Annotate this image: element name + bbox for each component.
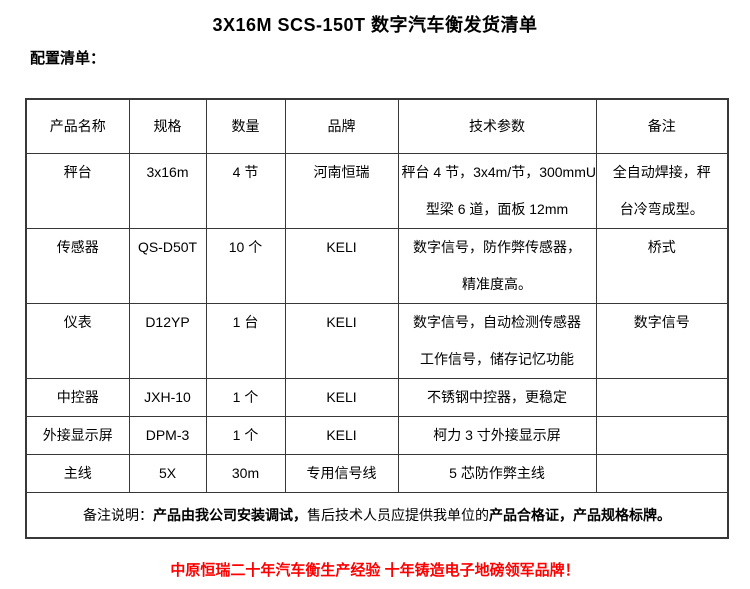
cell-spec: 3x16m [128,153,207,229]
table-row-external-display: 外接显示屏 DPM-3 1 个 KELI 柯力 3 寸外接显示屏 [25,416,729,455]
cell-brand: KELI [284,228,399,304]
col-header-qty: 数量 [205,98,286,154]
remark-text: 备注说明：产品由我公司安装调试，售后技术人员应提供我单位的产品合格证，产品规格标… [25,492,729,539]
remark-segment: 产品合格证， [489,507,573,523]
col-header-note: 备注 [595,98,729,154]
col-header-product-name: 产品名称 [25,98,130,154]
cell-spec: D12YP [128,303,207,379]
cell-spec: QS-D50T [128,228,207,304]
cell-qty: 10 个 [205,228,286,304]
cell-brand: KELI [284,303,399,379]
cell-tech-params: 5 芯防作弊主线 [397,454,597,493]
remark-segment: 产品由我公司安装调试， [153,507,307,523]
table-row-main-cable: 主线 5X 30m 专用信号线 5 芯防作弊主线 [25,454,729,493]
cell-qty: 1 台 [205,303,286,379]
col-header-spec: 规格 [128,98,207,154]
remark-segment: 售后技术人员应提供我单位的 [307,507,489,523]
cell-product-name: 中控器 [25,378,130,417]
table-row-load-cell: 传感器 QS-D50T 10 个 KELI 数字信号，防作弊传感器， 精准度高。… [25,228,729,304]
cell-product-name: 传感器 [25,228,130,304]
cell-note: 全自动焊接，秤 台冷弯成型。 [595,153,729,229]
cell-product-name: 仪表 [25,303,130,379]
cell-note [595,378,729,417]
remark-label: 备注说明： [83,507,153,523]
table-remark-row: 备注说明：产品由我公司安装调试，售后技术人员应提供我单位的产品合格证，产品规格标… [25,492,729,539]
page-title: 3X16M SCS-150T 数字汽车衡发货清单 [212,15,538,35]
cell-note [595,454,729,493]
cell-brand: KELI [284,378,399,417]
col-header-tech-params: 技术参数 [397,98,597,154]
cell-tech-params: 柯力 3 寸外接显示屏 [397,416,597,455]
cell-product-name: 秤台 [25,153,130,229]
cell-qty: 30m [205,454,286,493]
table-row-junction-box: 中控器 JXH-10 1 个 KELI 不锈钢中控器，更稳定 [25,378,729,417]
cell-qty: 4 节 [205,153,286,229]
cell-product-name: 主线 [25,454,130,493]
cell-note: 桥式 [595,228,729,304]
cell-tech-params: 数字信号，防作弊传感器， 精准度高。 [397,228,597,304]
cell-brand: 河南恒瑞 [284,153,399,229]
cell-qty: 1 个 [205,416,286,455]
shipping-list-table: 产品名称 规格 数量 品牌 技术参数 备注 秤台 3x16m 4 节 河南恒瑞 … [25,98,729,539]
table-row-indicator: 仪表 D12YP 1 台 KELI 数字信号，自动检测传感器 工作信号，储存记忆… [25,303,729,379]
cell-note [595,416,729,455]
cell-brand: 专用信号线 [284,454,399,493]
section-label-config-list: 配置清单： [30,50,106,67]
cell-tech-params: 秤台 4 节，3x4m/节，300mmU 型梁 6 道，面板 12mm [397,153,597,229]
table-header-row: 产品名称 规格 数量 品牌 技术参数 备注 [25,98,729,154]
cell-spec: 5X [128,454,207,493]
cell-spec: DPM-3 [128,416,207,455]
table-row-scale-platform: 秤台 3x16m 4 节 河南恒瑞 秤台 4 节，3x4m/节，300mmU 型… [25,153,729,229]
cell-tech-params: 数字信号，自动检测传感器 工作信号，储存记忆功能 [397,303,597,379]
cell-note: 数字信号 [595,303,729,379]
col-header-brand: 品牌 [284,98,399,154]
cell-brand: KELI [284,416,399,455]
footer-slogan: 中原恒瑞二十年汽车衡生产经验 十年铸造电子地磅领军品牌！ [170,562,580,579]
cell-tech-params: 不锈钢中控器，更稳定 [397,378,597,417]
cell-spec: JXH-10 [128,378,207,417]
remark-segment: 产品规格标牌。 [573,507,671,523]
cell-qty: 1 个 [205,378,286,417]
cell-product-name: 外接显示屏 [25,416,130,455]
